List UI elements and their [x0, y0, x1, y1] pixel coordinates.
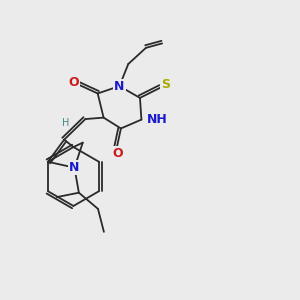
Text: NH: NH	[147, 113, 168, 126]
Text: O: O	[113, 147, 123, 160]
Text: N: N	[69, 161, 80, 174]
Text: O: O	[69, 76, 80, 89]
Text: N: N	[114, 80, 124, 93]
Text: H: H	[62, 118, 69, 128]
Text: S: S	[161, 78, 170, 91]
